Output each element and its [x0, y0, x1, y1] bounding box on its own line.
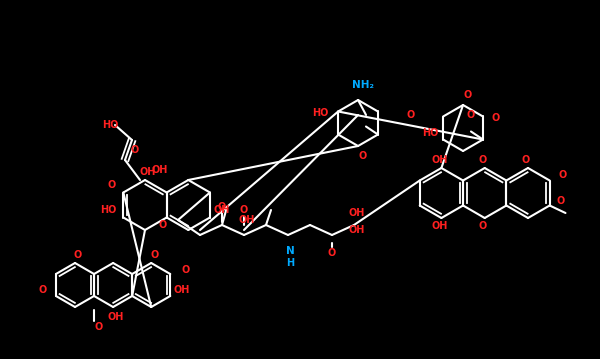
Text: OH: OH [140, 167, 156, 177]
Text: O: O [131, 145, 139, 155]
Text: HO: HO [422, 128, 438, 138]
Text: OH: OH [431, 155, 448, 165]
Text: NH₂: NH₂ [352, 80, 374, 90]
Text: O: O [479, 155, 487, 165]
Text: O: O [359, 151, 367, 161]
Text: O: O [95, 322, 103, 332]
Text: O: O [464, 90, 472, 100]
Text: O: O [218, 202, 226, 212]
Text: HO: HO [312, 108, 328, 118]
Text: OH: OH [431, 221, 448, 231]
Text: O: O [328, 248, 336, 258]
Text: HO: HO [102, 120, 118, 130]
Text: O: O [181, 265, 190, 275]
Text: O: O [240, 205, 248, 215]
Text: OH: OH [239, 215, 255, 225]
Text: O: O [39, 285, 47, 295]
Text: OH: OH [108, 312, 124, 322]
Text: O: O [557, 196, 565, 206]
Text: OH: OH [349, 225, 365, 235]
Text: N: N [286, 246, 295, 256]
Text: HO: HO [100, 205, 116, 215]
Text: OH: OH [349, 208, 365, 218]
Text: O: O [150, 250, 158, 260]
Text: OH: OH [173, 285, 190, 295]
Text: H: H [286, 258, 294, 268]
Text: O: O [467, 110, 475, 120]
Text: OH: OH [152, 165, 168, 175]
Text: OH: OH [213, 205, 229, 215]
Text: O: O [492, 113, 500, 123]
Text: O: O [406, 111, 415, 121]
Text: O: O [159, 220, 167, 230]
Text: O: O [559, 170, 567, 180]
Text: O: O [108, 180, 116, 190]
Text: O: O [479, 221, 487, 231]
Text: O: O [522, 155, 530, 165]
Text: O: O [74, 250, 82, 260]
